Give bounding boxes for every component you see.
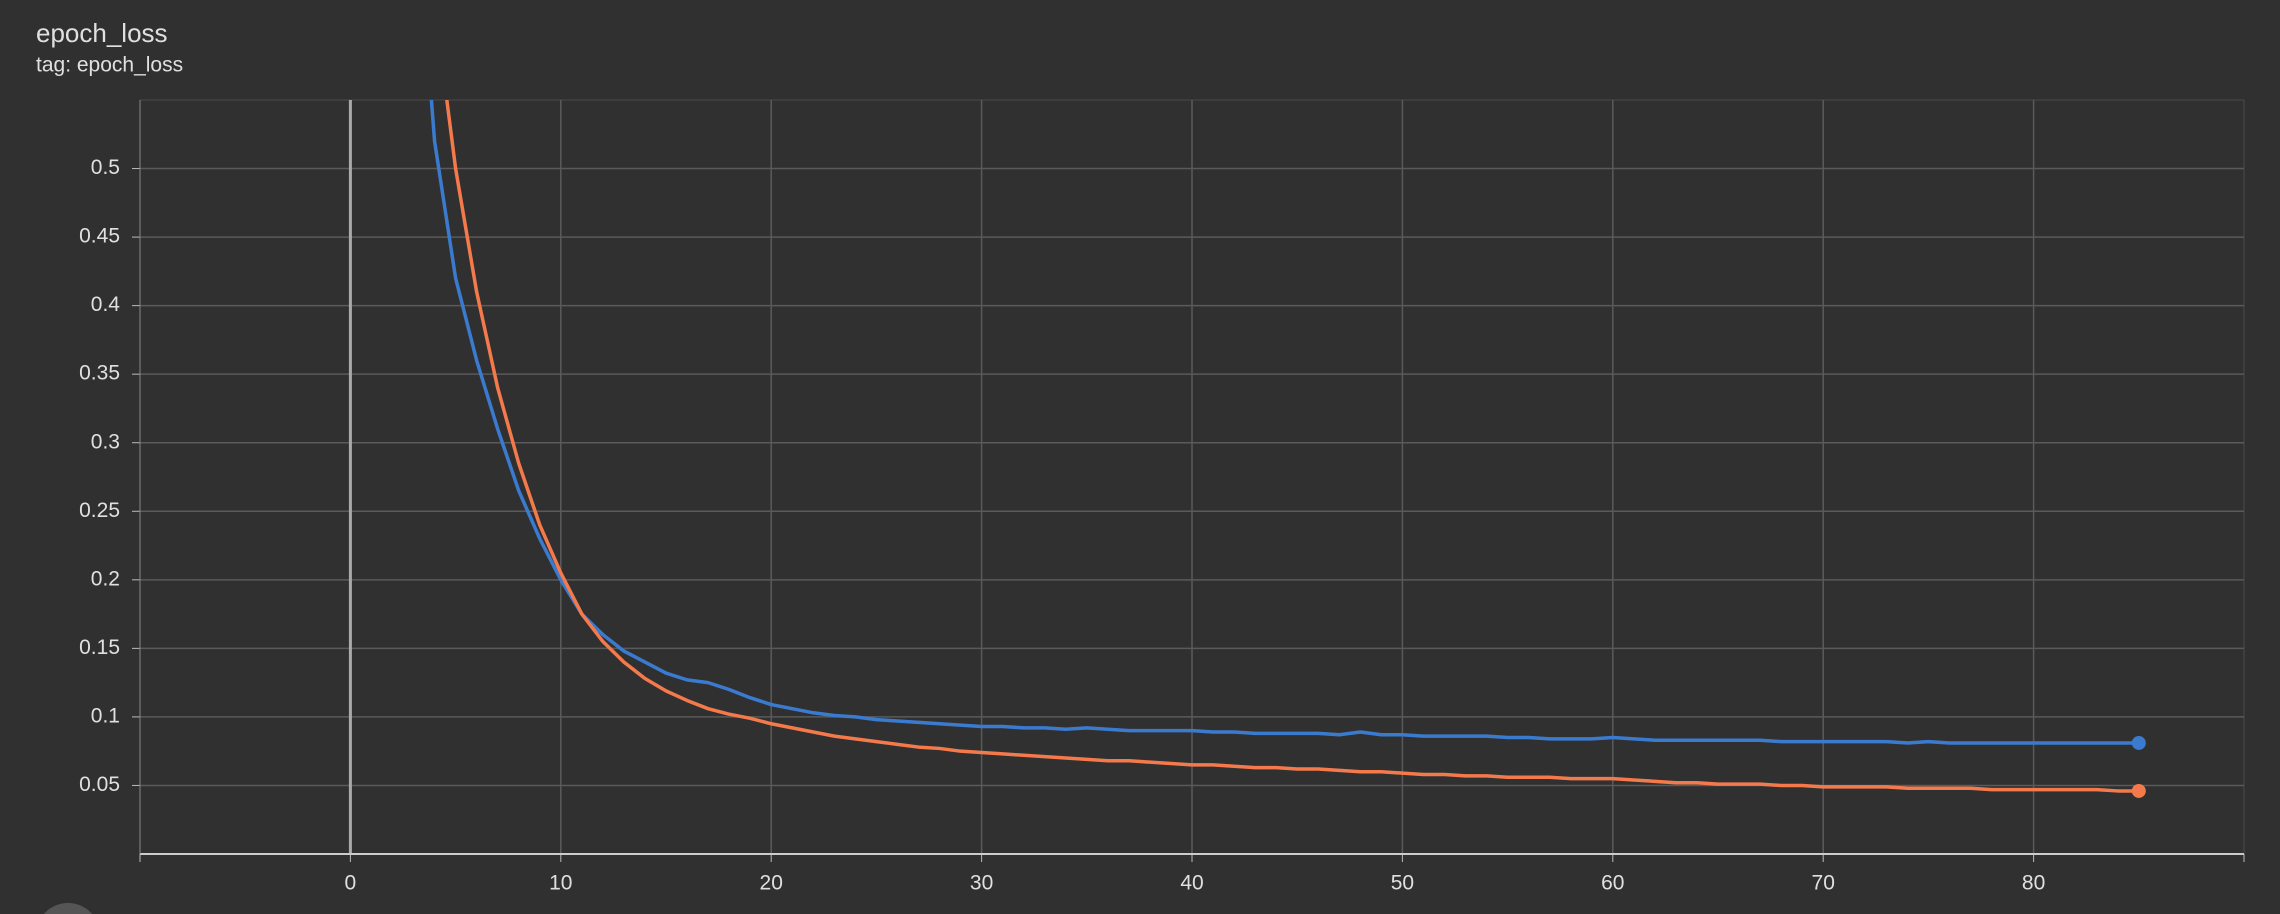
- x-tick-label: 80: [2022, 872, 2045, 895]
- y-tick-label: 0.2: [91, 567, 120, 590]
- chart-title: epoch_loss: [36, 18, 168, 48]
- end-point: [2131, 783, 2146, 798]
- fab-button[interactable]: [36, 903, 100, 914]
- chart-subtitle: tag: epoch_loss: [36, 54, 183, 77]
- y-tick-label: 0.15: [79, 636, 120, 659]
- x-tick-label: 20: [760, 872, 783, 895]
- y-tick-label: 0.4: [91, 293, 121, 316]
- series-line: [429, 100, 2139, 745]
- x-tick-label: 0: [345, 872, 357, 895]
- series-line: [445, 100, 2139, 793]
- y-tick-label: 0.3: [91, 430, 120, 453]
- y-tick-label: 0.45: [79, 225, 120, 248]
- y-tick-label: 0.5: [91, 156, 120, 179]
- y-tick-label: 0.1: [91, 704, 120, 727]
- x-tick-label: 60: [1601, 872, 1624, 895]
- y-tick-label: 0.05: [79, 773, 120, 796]
- x-tick-label: 40: [1180, 872, 1203, 895]
- x-tick-label: 70: [1812, 872, 1835, 895]
- y-tick-label: 0.35: [79, 362, 120, 385]
- end-point: [2131, 735, 2146, 750]
- x-tick-label: 50: [1391, 872, 1414, 895]
- y-tick-label: 0.25: [79, 499, 120, 522]
- x-tick-label: 10: [549, 872, 572, 895]
- x-tick-label: 30: [970, 872, 993, 895]
